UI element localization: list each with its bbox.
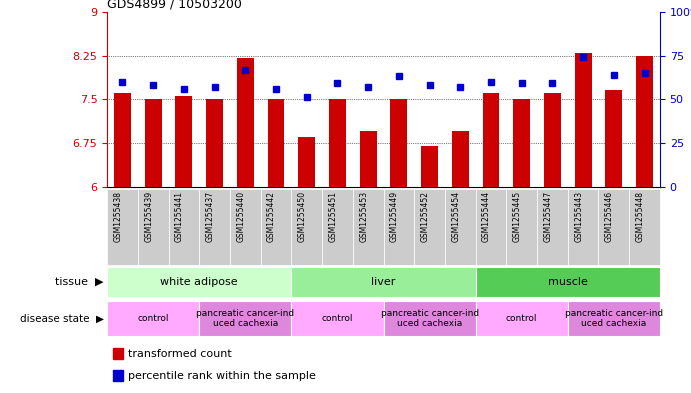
Bar xyxy=(575,53,591,187)
Bar xyxy=(199,301,292,336)
Bar xyxy=(513,99,530,187)
Text: control: control xyxy=(322,314,353,323)
Text: liver: liver xyxy=(371,277,396,287)
Bar xyxy=(299,137,315,187)
Bar xyxy=(568,301,660,336)
Text: tissue  ▶: tissue ▶ xyxy=(55,277,104,287)
Bar xyxy=(390,99,407,187)
Bar xyxy=(261,189,292,265)
Bar xyxy=(544,94,561,187)
Bar xyxy=(384,189,414,265)
Bar xyxy=(598,189,630,265)
Text: GSM1255453: GSM1255453 xyxy=(359,191,368,242)
Bar xyxy=(475,301,568,336)
Bar xyxy=(421,146,438,187)
Text: GSM1255439: GSM1255439 xyxy=(144,191,153,242)
Bar xyxy=(537,189,568,265)
Bar xyxy=(384,301,475,336)
Bar xyxy=(475,267,660,297)
Bar xyxy=(568,189,598,265)
Text: transformed count: transformed count xyxy=(128,349,232,359)
Text: GSM1255451: GSM1255451 xyxy=(328,191,337,242)
Text: pancreatic cancer-ind
uced cachexia: pancreatic cancer-ind uced cachexia xyxy=(196,309,294,328)
Bar xyxy=(630,189,660,265)
Text: GSM1255448: GSM1255448 xyxy=(636,191,645,242)
Bar xyxy=(360,131,377,187)
Text: GDS4899 / 10503200: GDS4899 / 10503200 xyxy=(107,0,242,11)
Bar xyxy=(482,94,500,187)
Text: GSM1255442: GSM1255442 xyxy=(267,191,276,242)
Text: pancreatic cancer-ind
uced cachexia: pancreatic cancer-ind uced cachexia xyxy=(565,309,663,328)
Bar xyxy=(230,189,261,265)
Bar xyxy=(353,189,384,265)
Bar xyxy=(292,267,475,297)
Bar xyxy=(605,90,623,187)
Text: percentile rank within the sample: percentile rank within the sample xyxy=(128,371,316,381)
Text: GSM1255438: GSM1255438 xyxy=(113,191,122,242)
Bar xyxy=(452,131,468,187)
Bar xyxy=(292,189,322,265)
Bar xyxy=(445,189,475,265)
Bar xyxy=(322,189,353,265)
Text: GSM1255449: GSM1255449 xyxy=(390,191,399,242)
Text: GSM1255444: GSM1255444 xyxy=(482,191,491,242)
Text: GSM1255447: GSM1255447 xyxy=(543,191,552,242)
Text: pancreatic cancer-ind
uced cachexia: pancreatic cancer-ind uced cachexia xyxy=(381,309,479,328)
Bar xyxy=(475,189,507,265)
Bar xyxy=(507,189,537,265)
Text: GSM1255440: GSM1255440 xyxy=(236,191,245,242)
Text: control: control xyxy=(506,314,538,323)
Bar xyxy=(114,94,131,187)
Bar xyxy=(138,189,169,265)
Text: control: control xyxy=(138,314,169,323)
Text: GSM1255437: GSM1255437 xyxy=(206,191,215,242)
Text: GSM1255454: GSM1255454 xyxy=(451,191,460,242)
Bar xyxy=(113,348,122,359)
Bar xyxy=(169,189,199,265)
Text: GSM1255443: GSM1255443 xyxy=(574,191,583,242)
Bar xyxy=(144,99,162,187)
Bar xyxy=(329,99,346,187)
Bar xyxy=(107,301,199,336)
Bar xyxy=(199,189,230,265)
Bar xyxy=(107,189,138,265)
Text: disease state  ▶: disease state ▶ xyxy=(19,313,104,323)
Bar xyxy=(414,189,445,265)
Text: GSM1255452: GSM1255452 xyxy=(421,191,430,242)
Bar xyxy=(636,55,653,187)
Bar xyxy=(267,99,285,187)
Text: GSM1255445: GSM1255445 xyxy=(513,191,522,242)
Text: muscle: muscle xyxy=(548,277,588,287)
Text: GSM1255441: GSM1255441 xyxy=(175,191,184,242)
Bar xyxy=(206,99,223,187)
Bar xyxy=(292,301,384,336)
Bar xyxy=(237,59,254,187)
Text: GSM1255450: GSM1255450 xyxy=(298,191,307,242)
Bar xyxy=(107,267,292,297)
Text: white adipose: white adipose xyxy=(160,277,238,287)
Bar xyxy=(176,96,192,187)
Text: GSM1255446: GSM1255446 xyxy=(605,191,614,242)
Bar xyxy=(113,370,122,381)
